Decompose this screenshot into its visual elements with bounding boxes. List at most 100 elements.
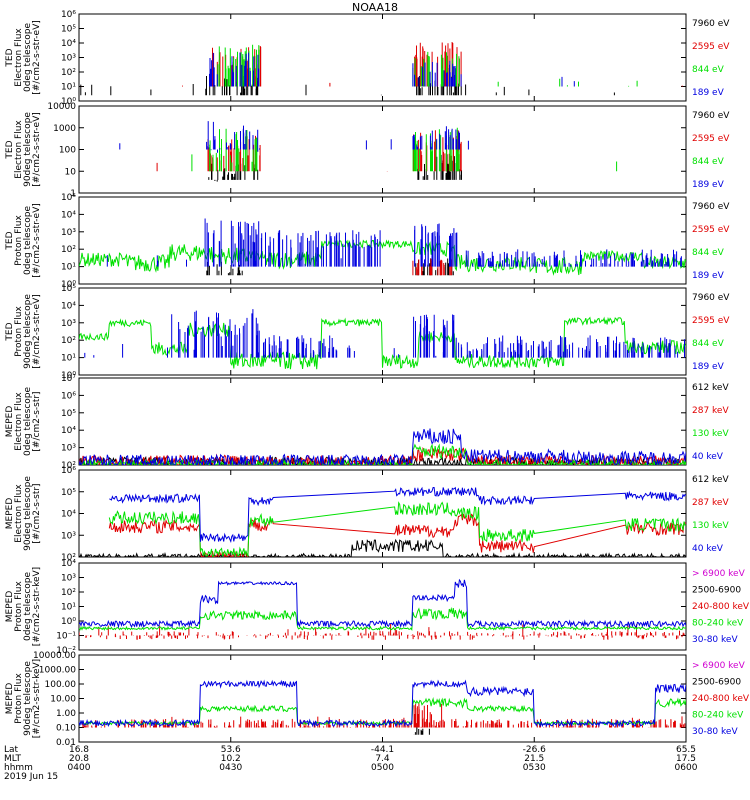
panel-5: 10⁷ 10⁶ 10⁵ 10⁴ 10³ 10² MEPED Electron Flux 0deg…	[5, 374, 729, 471]
bottom-tick-lat: 16.8	[69, 745, 89, 755]
series-844-ev	[217, 44, 638, 87]
legend-entry: 844 eV	[692, 248, 725, 258]
series-group	[79, 309, 686, 370]
series-80-240-kev	[79, 696, 686, 726]
y-tick-label: 10²	[61, 336, 76, 346]
legend-entry: 2595 eV	[692, 225, 730, 235]
bottom-tick-mlt: 20.8	[69, 754, 89, 764]
y-tick-label: 10⁵	[61, 488, 76, 498]
legend-entry: 30-80 keV	[692, 635, 738, 645]
y-axis-label: TED	[5, 322, 15, 341]
y-axis-label: Proton Flux	[14, 306, 24, 357]
series-2500-6900	[413, 726, 430, 735]
series-240-800-kev	[82, 703, 686, 728]
y-axis-label: Electron Flux	[14, 392, 24, 451]
y-tick-label: 10⁶	[61, 466, 76, 476]
y-axis-label: [#/cm2-s-str-eV]	[32, 294, 42, 369]
series-287-kev	[108, 513, 686, 557]
series-30-80-kev	[79, 679, 686, 728]
legend-entry: 7960 eV	[692, 111, 730, 121]
series-group	[79, 218, 686, 276]
panel-8: 10000.00 1000.00 100.00 10.00 1.00 0.10 0.01 ME…	[5, 651, 750, 748]
y-axis-label: MEPED	[5, 498, 15, 530]
y-tick-label: 100.00	[45, 680, 77, 690]
legend-entry: 2595 eV	[692, 134, 730, 144]
y-tick-label: 10⁶	[61, 391, 76, 401]
series-40-kev	[109, 486, 686, 544]
panel-frame	[78, 562, 687, 651]
bottom-row-label: hhmm	[4, 763, 33, 773]
panel-frame	[78, 654, 687, 743]
series-612-kev	[79, 538, 686, 557]
bottom-tick-lat: -44.1	[371, 745, 394, 755]
legend-entry: 287 keV	[692, 406, 729, 416]
y-tick-label: 10⁵	[61, 25, 76, 35]
y-tick-label: 10⁵	[61, 193, 76, 203]
panel-3: 10⁵ 10⁴ 10³ 10² 10¹ 10⁰ TED Proton Flux 0deg tel…	[5, 193, 730, 290]
legend-entry: 240-800 keV	[692, 694, 750, 704]
y-tick-label: 10⁰	[61, 371, 76, 381]
y-axis-label: Electron Flux	[14, 28, 24, 87]
bottom-tick-lat: 65.5	[676, 745, 696, 755]
y-tick-label: 0.01	[56, 738, 76, 748]
series-group	[80, 42, 683, 96]
legend-entry: 2500-6900	[692, 678, 741, 688]
legend-entry: > 6900 keV	[692, 661, 746, 671]
panel-4: 10⁵ 10⁴ 10³ 10² 10¹ 10⁰ TED Proton Flux 90deg te…	[5, 284, 730, 381]
series-189-ev	[84, 309, 685, 358]
y-tick-label: 10⁴	[61, 301, 76, 311]
legend-entry: 40 keV	[692, 452, 724, 462]
series-189-ev	[209, 52, 575, 87]
y-axis-label: [#/cm2-s-str-eV]	[32, 112, 42, 187]
y-tick-label: 10000.00	[33, 651, 76, 661]
series-7960-ev	[80, 76, 615, 96]
series-189-ev	[119, 121, 469, 153]
y-axis-label: 0deg telescope	[23, 572, 33, 642]
bottom-tick-time: 0500	[371, 763, 394, 773]
y-tick-label: 10³	[61, 574, 76, 584]
y-tick-label: 10³	[61, 54, 76, 64]
legend-entry: 612 keV	[692, 475, 729, 485]
legend-entry: 844 eV	[692, 339, 725, 349]
series-80-240-kev	[79, 606, 686, 631]
legend-entry: 612 keV	[692, 383, 729, 393]
y-tick-label: 10⁵	[61, 409, 76, 419]
legend-entry: 7960 eV	[692, 293, 730, 303]
panel-frame	[78, 377, 687, 466]
bottom-tick-mlt: 7.4	[375, 754, 390, 764]
y-axis-label: [#/cm2-s-str-keV]	[32, 659, 42, 738]
y-tick-label: 10000	[47, 102, 76, 112]
y-tick-label: 10²	[61, 461, 76, 471]
legend-entry: 30-80 keV	[692, 727, 738, 737]
bottom-tick-time: 0600	[675, 763, 698, 773]
y-axis-label: TED	[5, 231, 15, 250]
bottom-row-label: 2019 Jun 15	[4, 772, 58, 782]
y-tick-label: 10⁴	[61, 510, 76, 520]
legend-entry: 189 eV	[692, 362, 725, 372]
bottom-tick-lat: -26.6	[523, 745, 547, 755]
legend-entry: 2595 eV	[692, 42, 730, 52]
legend-entry: 844 eV	[692, 65, 725, 75]
bottom-tick-lat: 53.6	[221, 745, 241, 755]
series-group	[119, 121, 618, 182]
legend-entry: 844 eV	[692, 157, 725, 167]
legend-entry: 189 eV	[692, 88, 725, 98]
series-612-kev	[79, 455, 686, 465]
bottom-tick-mlt: 10.2	[221, 754, 241, 764]
y-tick-label: 10¹	[61, 603, 76, 613]
y-tick-label: 10⁻²	[56, 646, 76, 656]
series-30-80-kev	[79, 578, 686, 629]
y-axis-label: 0deg telescope	[23, 387, 33, 457]
bottom-tick-mlt: 21.5	[524, 754, 544, 764]
y-tick-label: 10⁰	[61, 280, 76, 290]
legend-entry: 189 eV	[692, 180, 725, 190]
y-tick-label: 1.00	[56, 709, 76, 719]
y-axis-label: Electron Flux	[14, 120, 24, 179]
chart-title: NOAA18	[352, 1, 398, 14]
y-axis-label: 90deg telescope	[23, 661, 33, 736]
y-axis-label: Electron Flux	[14, 484, 24, 543]
y-axis-label: 90deg telescope	[23, 476, 33, 551]
panel-7: 10⁴ 10³ 10² 10¹ 10⁰ 10⁻¹ 10⁻² MEPED Proton Flux 0…	[5, 559, 750, 656]
y-tick-label: 1	[70, 189, 76, 199]
